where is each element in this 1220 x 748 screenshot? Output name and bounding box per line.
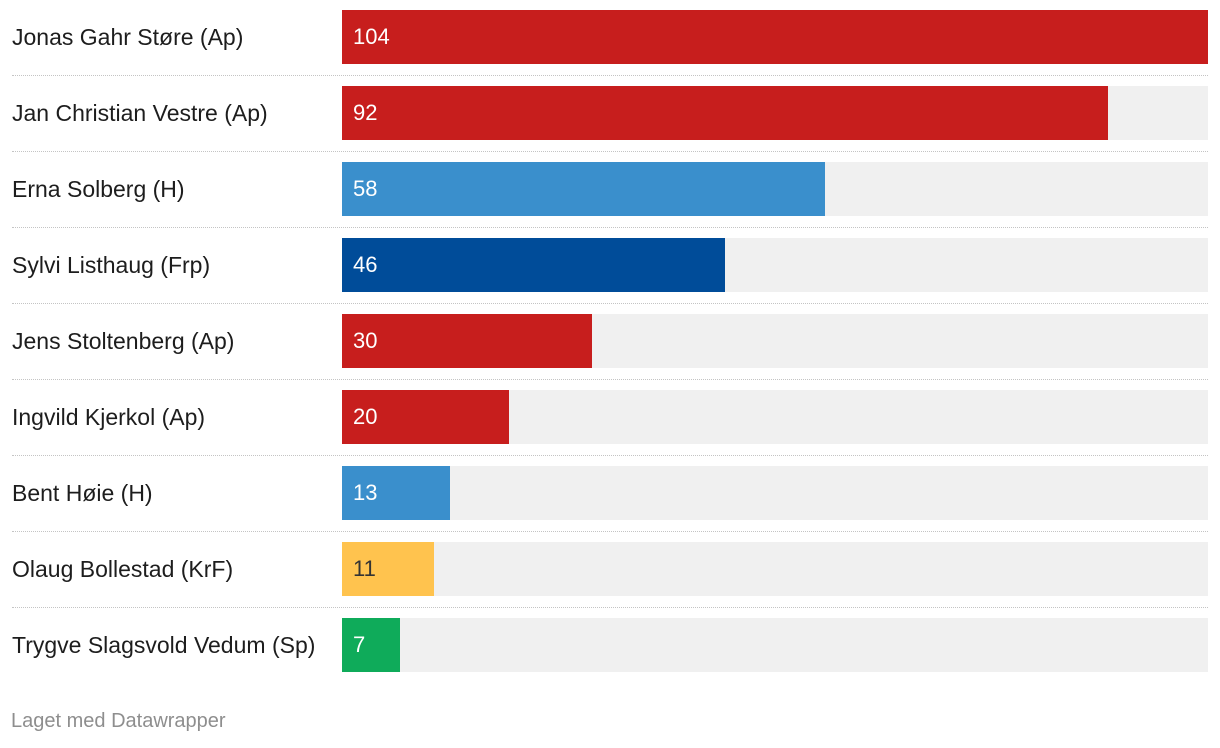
bar-row: Ingvild Kjerkol (Ap) 20 — [12, 380, 1208, 456]
category-label: Sylvi Listhaug (Frp) — [12, 252, 211, 278]
bar[interactable]: 46 — [342, 238, 725, 292]
bar-track: 92 — [342, 86, 1208, 140]
bar-track: 13 — [342, 466, 1208, 520]
bar-track: 7 — [342, 618, 1208, 672]
bar-row: Erna Solberg (H) 58 — [12, 152, 1208, 228]
category-label: Jonas Gahr Støre (Ap) — [12, 24, 244, 50]
bar-track: 46 — [342, 238, 1208, 292]
bar-row: Jonas Gahr Støre (Ap) 104 — [12, 0, 1208, 76]
bar[interactable]: 7 — [342, 618, 400, 672]
bar-track: 30 — [342, 314, 1208, 368]
category-label: Trygve Slagsvold Vedum (Sp) — [12, 632, 316, 658]
category-label: Jens Stoltenberg (Ap) — [12, 328, 235, 354]
bar-value-label: 92 — [353, 100, 378, 125]
bar-value-label: 46 — [353, 252, 378, 277]
bar-track: 20 — [342, 390, 1208, 444]
bar-track: 58 — [342, 162, 1208, 216]
bar[interactable]: 30 — [342, 314, 592, 368]
category-label: Bent Høie (H) — [12, 480, 153, 506]
bar-row: Jan Christian Vestre (Ap) 92 — [12, 76, 1208, 152]
bar[interactable]: 20 — [342, 390, 509, 444]
bar[interactable]: 13 — [342, 466, 450, 520]
footer-credit[interactable]: Laget med Datawrapper — [11, 710, 226, 732]
bar-value-label: 58 — [353, 176, 378, 201]
category-label: Ingvild Kjerkol (Ap) — [12, 404, 206, 430]
category-label: Erna Solberg (H) — [12, 176, 185, 202]
bar-value-label: 20 — [353, 404, 378, 429]
bar-value-label: 11 — [353, 556, 376, 581]
bar-row: Sylvi Listhaug (Frp) 46 — [12, 228, 1208, 304]
bar-chart: Jonas Gahr Støre (Ap) 104 Jan Christian Ve… — [12, 0, 1208, 684]
bar[interactable]: 92 — [342, 86, 1108, 140]
bar-track: 104 — [342, 10, 1208, 64]
bar-row: Olaug Bollestad (KrF) 11 — [12, 532, 1208, 608]
bar-value-label: 7 — [353, 632, 366, 657]
bar-row: Jens Stoltenberg (Ap) 30 — [12, 304, 1208, 380]
bar-value-label: 30 — [353, 328, 378, 353]
bar[interactable]: 58 — [342, 162, 825, 216]
bar-value-label: 13 — [353, 480, 378, 505]
bar-row: Bent Høie (H) 13 — [12, 456, 1208, 532]
bar-value-label: 104 — [353, 24, 390, 49]
bar[interactable]: 11 — [342, 542, 434, 596]
bar[interactable]: 104 — [342, 10, 1208, 64]
bar-track: 11 — [342, 542, 1208, 596]
category-label: Jan Christian Vestre (Ap) — [12, 100, 268, 126]
category-label: Olaug Bollestad (KrF) — [12, 556, 234, 582]
bar-row: Trygve Slagsvold Vedum (Sp) 7 — [12, 608, 1208, 684]
